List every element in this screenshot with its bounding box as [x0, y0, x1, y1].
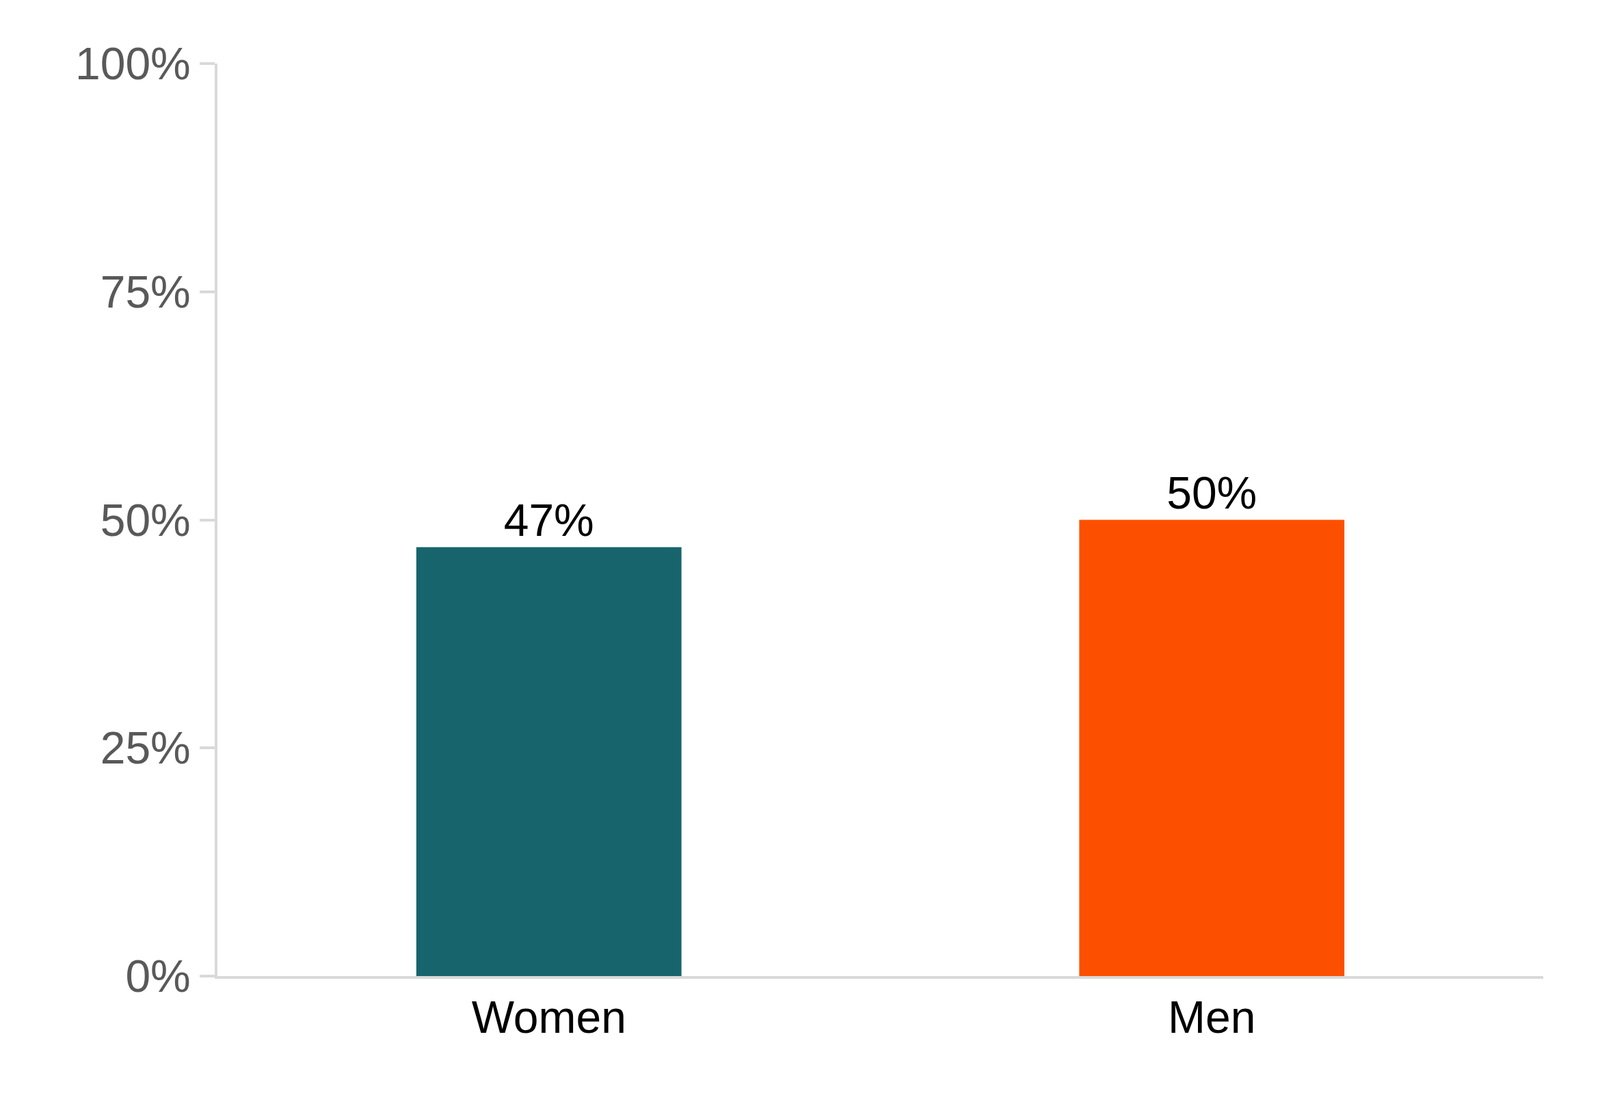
svg-text:100%: 100% — [75, 38, 191, 89]
svg-text:75%: 75% — [100, 266, 191, 318]
svg-text:50%: 50% — [100, 495, 191, 546]
svg-text:Men: Men — [1167, 992, 1256, 1043]
svg-text:25%: 25% — [100, 722, 191, 774]
svg-text:47%: 47% — [503, 495, 595, 546]
svg-text:0%: 0% — [125, 951, 191, 1002]
svg-text:50%: 50% — [1166, 467, 1257, 519]
svg-text:Women: Women — [471, 992, 627, 1043]
